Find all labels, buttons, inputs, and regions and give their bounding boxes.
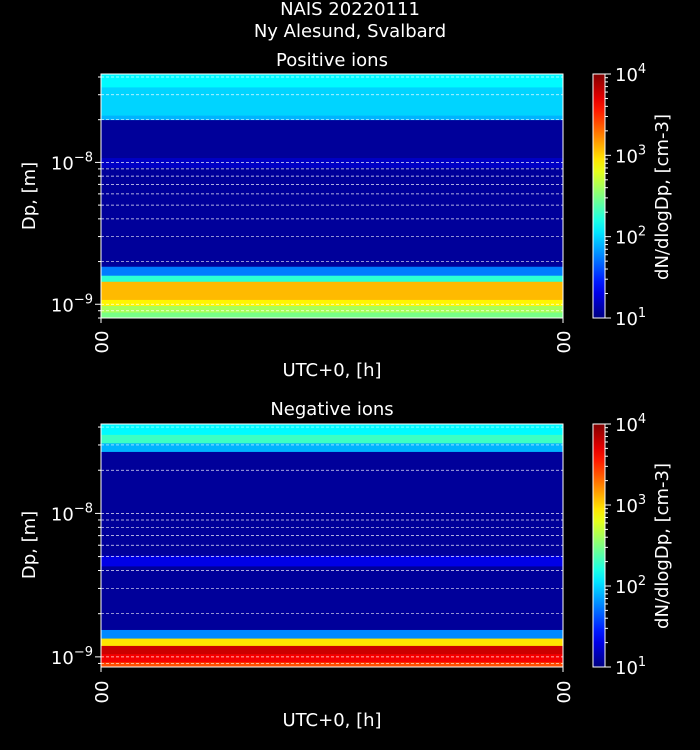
- colorbar-tick-label: 103: [615, 493, 646, 517]
- heatmap-bin: [101, 451, 563, 556]
- colorbar-ticks: 101 102 103 104: [605, 62, 646, 330]
- y-axis-ticks: 10−9 10−8: [51, 76, 101, 319]
- heatmap-bin: [101, 275, 563, 282]
- y-tick-label: 10−9: [51, 645, 93, 669]
- heatmap-bins: [101, 74, 563, 319]
- panel-negative-ions: Negative ions 10−9 10−8 Dp, [m] 00 00 UTC…: [19, 399, 673, 731]
- x-axis-label: UTC+0, [h]: [282, 710, 381, 731]
- heatmap-bin: [101, 312, 563, 319]
- heatmap-bin: [101, 662, 563, 668]
- figure-title-line2: Ny Alesund, Svalbard: [254, 21, 446, 42]
- heatmap-bin: [101, 638, 563, 646]
- colorbar-tick-label: 102: [615, 225, 646, 249]
- heatmap-bin: [101, 305, 563, 313]
- x-tick-label: 00: [554, 681, 575, 704]
- y-tick-label: 10−8: [51, 150, 93, 174]
- heatmap-bin: [101, 424, 563, 435]
- colorbar-tick-label: 103: [615, 143, 646, 167]
- colorbar-ticks: 101 102 103 104: [605, 412, 646, 679]
- heatmap-bin: [101, 119, 563, 159]
- y-axis-ticks: 10−9 10−8: [51, 426, 101, 669]
- heatmap-bin: [101, 442, 563, 452]
- plot-frame: [100, 73, 564, 319]
- colorbar-tick-label: 102: [615, 574, 646, 598]
- heatmap-bins: [101, 424, 563, 668]
- x-tick-label: 00: [92, 331, 113, 354]
- colorbar-tick-label: 104: [615, 412, 646, 436]
- heatmap-bin: [101, 266, 563, 276]
- heatmap-bin: [101, 115, 563, 121]
- x-axis-label: UTC+0, [h]: [282, 360, 381, 381]
- y-tick-label: 10−8: [51, 501, 93, 525]
- y-axis-label: Dp, [m]: [19, 511, 40, 579]
- heatmap-bin: [101, 566, 563, 630]
- heatmap-bin: [101, 74, 563, 88]
- grid-lines: [101, 76, 563, 312]
- colorbar-gradient: [592, 423, 606, 668]
- colorbar-label: dN/dlogDp, [cm-3]: [652, 463, 673, 629]
- colorbar-tick-label: 104: [615, 62, 646, 86]
- x-tick-label: 00: [92, 681, 113, 704]
- heatmap-bin: [101, 653, 563, 663]
- heatmap-bin: [101, 555, 563, 567]
- colorbar: [592, 423, 606, 668]
- heatmap-bin: [101, 167, 563, 267]
- x-tick-label: 00: [554, 331, 575, 354]
- heatmap-bin: [101, 157, 563, 168]
- panel-title: Positive ions: [276, 50, 388, 71]
- heatmap-bin: [101, 645, 563, 655]
- heatmap-bin: [101, 434, 563, 444]
- heatmap-bin: [101, 87, 563, 116]
- colorbar-gradient: [592, 73, 606, 319]
- heatmap-bin: [101, 299, 563, 306]
- colorbar: [592, 73, 606, 319]
- y-axis-label: Dp, [m]: [19, 162, 40, 230]
- panel-title: Negative ions: [270, 399, 393, 420]
- heatmap-bin: [101, 281, 563, 300]
- colorbar-tick-label: 101: [615, 655, 646, 679]
- y-tick-label: 10−9: [51, 292, 93, 316]
- colorbar-label: dN/dlogDp, [cm-3]: [652, 114, 673, 280]
- grid-lines: [101, 426, 563, 664]
- heatmap-bin: [101, 629, 563, 639]
- colorbar-tick-label: 101: [615, 306, 646, 330]
- figure-title-line1: NAIS 20220111: [280, 0, 420, 20]
- panel-positive-ions: Positive ions 10−9 10−8 Dp, [m] 00 00 UTC…: [19, 50, 673, 381]
